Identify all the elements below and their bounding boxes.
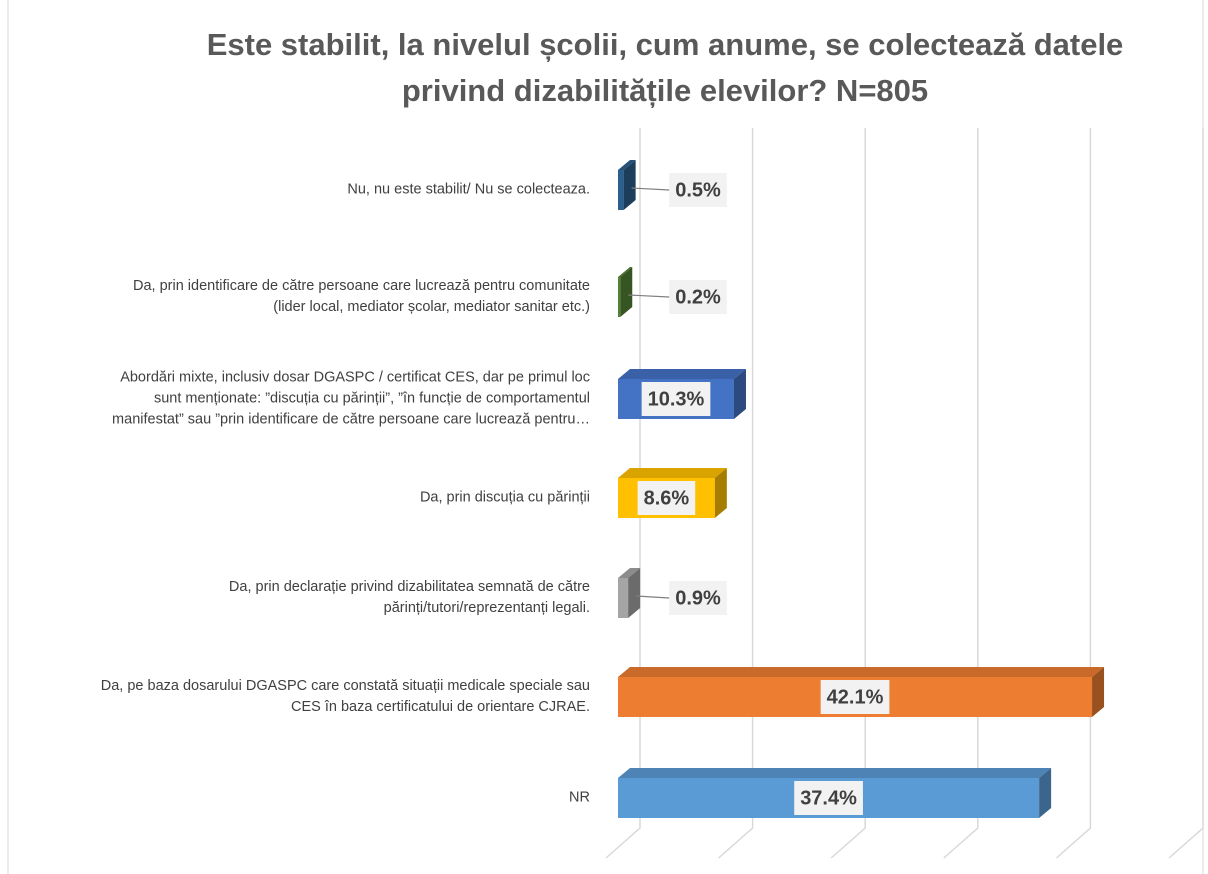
bar-side xyxy=(620,267,633,317)
chart-title: Este stabilit, la nivelul școlii, cum an… xyxy=(206,27,1124,108)
grid-line xyxy=(718,128,754,859)
category-label: Da, prin identificare de către persoane … xyxy=(132,278,590,315)
value-label-box xyxy=(669,280,727,314)
grid-line xyxy=(830,128,866,859)
value-label: 0.5% xyxy=(675,179,721,201)
bar-front xyxy=(618,578,629,618)
grid-line xyxy=(605,128,641,859)
bar-top xyxy=(618,369,746,379)
bar xyxy=(618,468,727,518)
bar xyxy=(618,160,636,210)
value-label: 42.1% xyxy=(827,686,884,708)
bar-top xyxy=(618,768,1052,778)
value-label-box xyxy=(637,481,696,515)
bar-top xyxy=(618,568,641,578)
bar xyxy=(618,267,633,317)
bar xyxy=(618,568,641,618)
value-label: 8.6% xyxy=(644,487,690,509)
value-label: 10.3% xyxy=(648,388,705,410)
bar-front xyxy=(618,170,624,210)
category-label: Abordări mixte, inclusiv dosar DGASPC / … xyxy=(112,369,590,428)
value-label: 0.9% xyxy=(675,587,721,609)
leader-line xyxy=(636,595,670,599)
leader-line xyxy=(631,187,670,191)
value-label: 37.4% xyxy=(800,787,857,809)
category-label: Da, prin discuția cu părinții xyxy=(419,489,590,506)
grid-line xyxy=(1055,128,1092,859)
bar-side xyxy=(1039,768,1052,818)
value-label-box xyxy=(794,781,863,815)
category-label: Da, pe baza dosarului DGASPC care consta… xyxy=(100,678,590,715)
bar-side xyxy=(733,369,746,419)
bar-side xyxy=(628,568,641,618)
bar-side xyxy=(1092,667,1105,717)
value-label: 0.2% xyxy=(675,286,721,308)
value-label-box xyxy=(669,581,727,615)
category-label: Nu, nu este stabilit/ Nu se colecteaza. xyxy=(347,181,590,198)
value-label-box xyxy=(669,173,727,207)
bar-side xyxy=(623,160,636,210)
bar-top xyxy=(618,267,633,277)
value-label-box xyxy=(820,680,890,714)
bar-front xyxy=(618,277,621,317)
bar-side xyxy=(714,468,727,518)
bar-top xyxy=(618,667,1105,677)
category-label: Da, prin declarație privind dizabilitate… xyxy=(228,579,590,616)
bar-top xyxy=(618,468,727,478)
leader-line xyxy=(628,294,670,298)
category-label: NR xyxy=(569,789,590,806)
value-label-box xyxy=(641,382,711,416)
grid-line xyxy=(1168,128,1204,859)
grid-line xyxy=(943,128,979,859)
bar-top xyxy=(618,160,636,170)
